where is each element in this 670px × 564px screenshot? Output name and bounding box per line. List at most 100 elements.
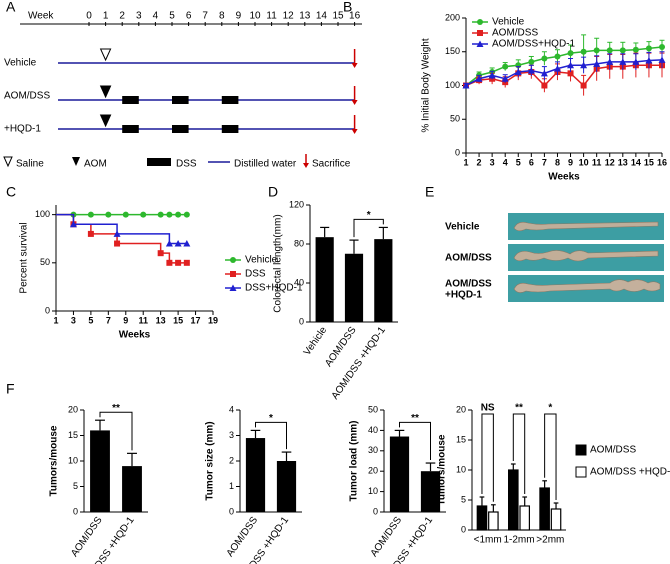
dss-block <box>221 125 239 133</box>
week-tick-label: 3 <box>136 11 142 22</box>
week-tick-label: 6 <box>186 11 192 22</box>
point <box>157 211 164 218</box>
legend-aom <box>72 157 80 166</box>
point <box>606 47 613 54</box>
point <box>606 58 614 65</box>
y-tick-label: 200 <box>445 12 460 22</box>
legend-label: AOM/DSS <box>590 445 636 456</box>
point <box>645 57 653 64</box>
point <box>488 71 496 79</box>
bar <box>420 471 441 512</box>
point <box>554 53 561 60</box>
sacrifice-arrowhead <box>351 129 358 134</box>
point <box>593 47 600 54</box>
legend-marker <box>477 19 483 25</box>
week-tick-label: 4 <box>153 11 159 22</box>
week-tick-label: 10 <box>249 11 261 22</box>
panel-label: B <box>343 0 352 15</box>
y-tick-label: 2 <box>229 455 234 465</box>
bar <box>315 237 334 322</box>
legend-swatch <box>575 466 587 478</box>
point <box>501 75 509 82</box>
x-tick-label: 7 <box>106 315 111 325</box>
legend-marker <box>230 271 236 277</box>
aom-marker <box>99 85 112 99</box>
x-tick-label: 6 <box>529 157 534 167</box>
dss-block <box>172 96 189 104</box>
significance-label: * <box>548 403 552 414</box>
point <box>87 211 94 218</box>
y-tick-label: 3 <box>229 430 234 440</box>
x-tick-label: 7 <box>542 157 547 167</box>
colon <box>513 279 661 293</box>
y-tick-label: 0 <box>373 506 378 516</box>
legend-marker <box>229 284 237 291</box>
y-axis-label: Tumors/mouse <box>49 425 60 496</box>
legend-marker <box>476 40 484 47</box>
significance-label: ** <box>515 403 523 414</box>
y-tick-label: 0 <box>45 305 50 315</box>
point <box>580 48 587 55</box>
point <box>658 56 666 63</box>
panel-label: F <box>6 381 15 397</box>
point <box>645 45 652 52</box>
point <box>183 259 190 266</box>
panel-label: C <box>6 184 16 200</box>
x-tick-label: >2mm <box>536 535 564 546</box>
x-tick-label: 9 <box>123 315 128 325</box>
row-label: AOM/DSS <box>4 91 50 102</box>
y-tick-label: 120 <box>289 199 304 209</box>
y-tick-label: 20 <box>456 404 466 414</box>
point <box>475 75 483 82</box>
timeline-week-label: Week <box>28 11 54 22</box>
week-tick-label: 9 <box>236 11 242 22</box>
series-line <box>465 59 663 87</box>
point <box>567 61 575 69</box>
significance-bracket <box>353 218 384 238</box>
row-label: +HQD-1 <box>4 124 41 135</box>
y-tick-label: 4 <box>229 404 234 414</box>
x-tick-label: 15 <box>644 157 654 167</box>
x-tick-label: 14 <box>631 157 641 167</box>
legend-label: DSS <box>245 269 266 280</box>
point <box>502 63 509 70</box>
photo-label: AOM/DSS <box>445 253 492 264</box>
point <box>527 67 535 74</box>
significance-bracket <box>399 421 431 461</box>
point <box>165 240 173 247</box>
point <box>113 230 121 237</box>
point <box>619 47 626 54</box>
point <box>541 55 548 62</box>
y-tick-label: 40 <box>368 425 378 435</box>
point <box>114 240 121 247</box>
colon <box>513 250 659 262</box>
y-tick-label: 20 <box>68 404 78 414</box>
legend-label: AOM/DSS+HQD-1 <box>492 39 576 50</box>
legend-label: AOM/DSS <box>492 28 538 39</box>
x-tick-label: 13 <box>156 315 166 325</box>
x-tick-label: 16 <box>657 157 667 167</box>
aom-marker <box>99 114 112 128</box>
x-tick-label: 17 <box>191 315 201 325</box>
bar <box>276 461 297 512</box>
y-tick-label: 50 <box>450 114 460 124</box>
y-tick-label: 0 <box>455 147 460 157</box>
legend-marker <box>477 30 483 36</box>
x-tick-label: 12 <box>605 157 615 167</box>
photo-label: +HQD-1 <box>445 290 482 301</box>
y-axis-label: Colorectal length(mm) <box>273 214 284 312</box>
significance-bracket <box>255 421 287 450</box>
y-tick-label: 15 <box>456 434 466 444</box>
x-tick-label: 5 <box>88 315 93 325</box>
colon <box>513 221 659 232</box>
point <box>175 211 182 218</box>
y-tick-label: 15 <box>68 430 78 440</box>
week-tick-label: 5 <box>169 11 175 22</box>
legend-marker <box>230 257 236 263</box>
point <box>580 61 588 69</box>
point <box>659 44 665 51</box>
bar <box>374 239 393 322</box>
week-tick-label: 16 <box>349 11 361 22</box>
point <box>157 250 164 257</box>
